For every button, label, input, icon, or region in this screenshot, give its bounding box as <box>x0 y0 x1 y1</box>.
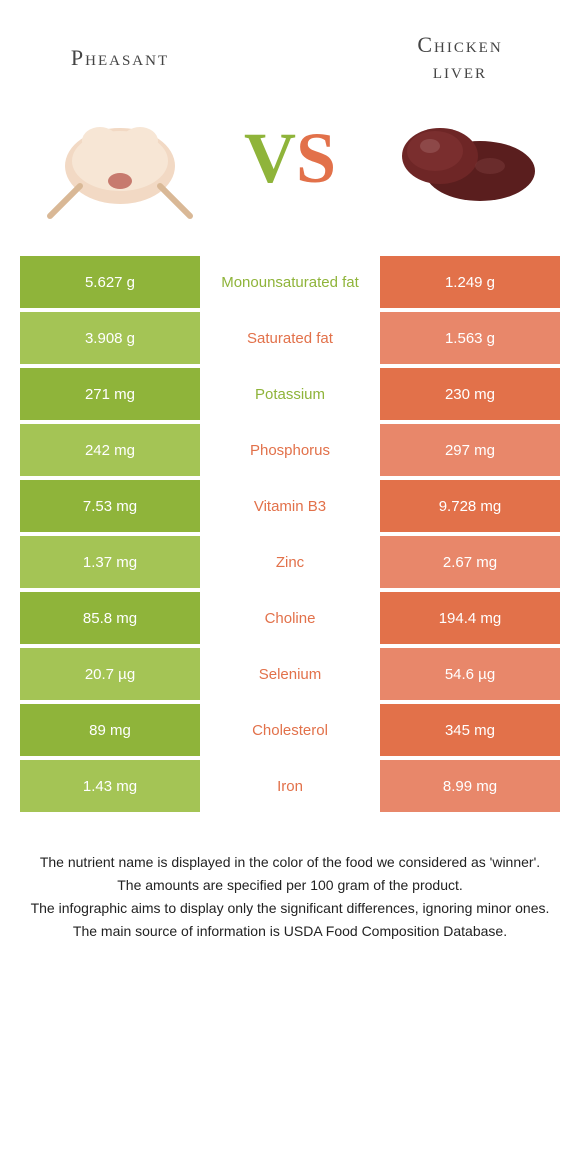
table-row: 7.53 mgVitamin B39.728 mg <box>20 480 560 532</box>
vs-s: S <box>296 118 336 198</box>
value-left: 7.53 mg <box>20 480 200 532</box>
food-a-title: Pheasant <box>71 30 169 86</box>
value-right: 297 mg <box>380 424 560 476</box>
nutrient-label: Iron <box>200 760 380 812</box>
nutrient-label: Cholesterol <box>200 704 380 756</box>
food-b-block: Chicken liver <box>360 30 560 226</box>
table-row: 3.908 gSaturated fat1.563 g <box>20 312 560 364</box>
value-left: 1.43 mg <box>20 760 200 812</box>
comparison-header: Pheasant VS Chicken liver <box>0 0 580 236</box>
food-b-title: Chicken liver <box>417 30 502 86</box>
value-right: 54.6 µg <box>380 648 560 700</box>
footnotes: The nutrient name is displayed in the co… <box>30 852 550 942</box>
value-left: 271 mg <box>20 368 200 420</box>
table-row: 89 mgCholesterol345 mg <box>20 704 560 756</box>
value-right: 2.67 mg <box>380 536 560 588</box>
footnote-line: The infographic aims to display only the… <box>30 898 550 919</box>
table-row: 5.627 gMonounsaturated fat1.249 g <box>20 256 560 308</box>
nutrient-label: Monounsaturated fat <box>200 256 380 308</box>
table-row: 20.7 µgSelenium54.6 µg <box>20 648 560 700</box>
footnote-line: The nutrient name is displayed in the co… <box>30 852 550 873</box>
table-row: 1.43 mgIron8.99 mg <box>20 760 560 812</box>
value-right: 230 mg <box>380 368 560 420</box>
footnote-line: The main source of information is USDA F… <box>30 921 550 942</box>
value-left: 5.627 g <box>20 256 200 308</box>
table-row: 1.37 mgZinc2.67 mg <box>20 536 560 588</box>
table-row: 242 mgPhosphorus297 mg <box>20 424 560 476</box>
value-left: 89 mg <box>20 704 200 756</box>
value-left: 85.8 mg <box>20 592 200 644</box>
food-a-image <box>30 86 210 226</box>
nutrient-label: Vitamin B3 <box>200 480 380 532</box>
food-b-image <box>370 86 550 226</box>
nutrient-label: Phosphorus <box>200 424 380 476</box>
value-right: 345 mg <box>380 704 560 756</box>
value-right: 9.728 mg <box>380 480 560 532</box>
value-left: 3.908 g <box>20 312 200 364</box>
footnote-line: The amounts are specified per 100 gram o… <box>30 875 550 896</box>
vs-v: V <box>244 118 296 198</box>
nutrient-label: Potassium <box>200 368 380 420</box>
value-right: 1.249 g <box>380 256 560 308</box>
value-right: 194.4 mg <box>380 592 560 644</box>
value-right: 8.99 mg <box>380 760 560 812</box>
value-left: 20.7 µg <box>20 648 200 700</box>
nutrient-label: Zinc <box>200 536 380 588</box>
table-row: 271 mgPotassium230 mg <box>20 368 560 420</box>
nutrient-table: 5.627 gMonounsaturated fat1.249 g3.908 g… <box>20 256 560 812</box>
nutrient-label: Selenium <box>200 648 380 700</box>
value-left: 1.37 mg <box>20 536 200 588</box>
value-right: 1.563 g <box>380 312 560 364</box>
table-row: 85.8 mgCholine194.4 mg <box>20 592 560 644</box>
vs-label: VS <box>244 122 336 194</box>
food-a-block: Pheasant <box>20 30 220 226</box>
value-left: 242 mg <box>20 424 200 476</box>
nutrient-label: Choline <box>200 592 380 644</box>
nutrient-label: Saturated fat <box>200 312 380 364</box>
